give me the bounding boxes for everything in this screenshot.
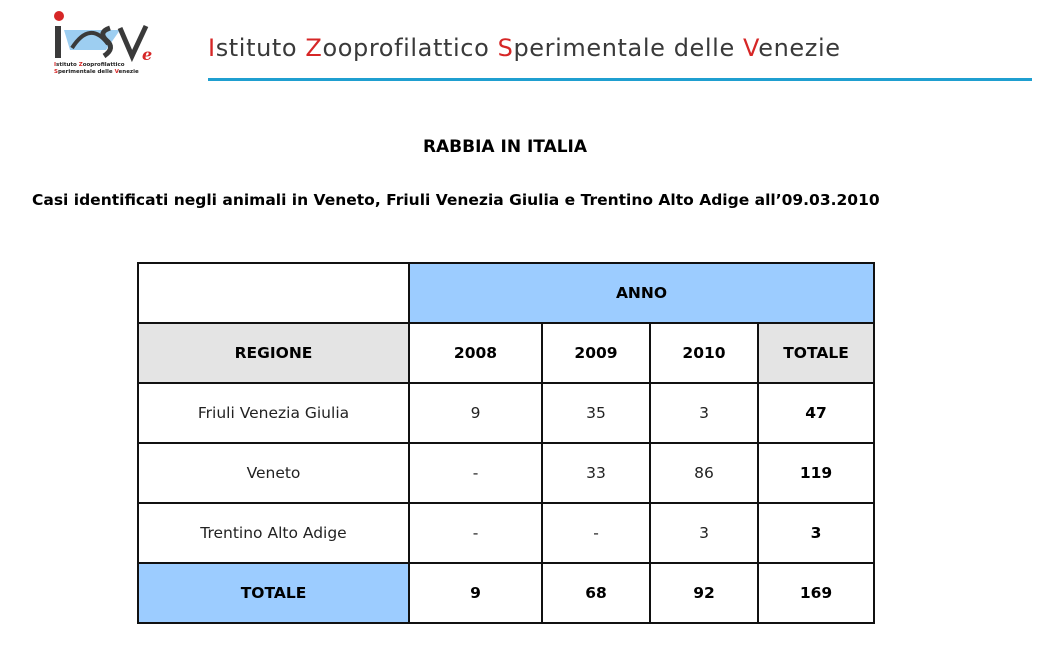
- cell-regione: Veneto: [137, 442, 410, 504]
- institute-name-segment: V: [743, 34, 759, 62]
- logo-subtitle-segment: S: [54, 69, 58, 75]
- izsve-logo: e: [54, 11, 152, 64]
- institute-name-segment: enezie: [758, 34, 841, 62]
- total-2009: 68: [541, 562, 651, 624]
- cell-totale: 3: [757, 502, 875, 564]
- column-header-regione: REGIONE: [137, 322, 410, 384]
- cell-totale: 47: [757, 382, 875, 444]
- column-header-2010: 2010: [649, 322, 759, 384]
- cell-2010: 3: [649, 382, 759, 444]
- cell-2009: 33: [541, 442, 651, 504]
- institute-name-segment: I: [208, 34, 216, 62]
- institute-name-segment: stituto: [215, 34, 306, 62]
- institute-name-segment: S: [497, 34, 514, 62]
- logo-subtitle-segment: stituto: [56, 62, 79, 68]
- total-totale: 169: [757, 562, 875, 624]
- svg-text:e: e: [142, 45, 152, 64]
- institute-name-segment: Z: [305, 34, 323, 62]
- logo-subtitle-segment: ooprofilattico: [82, 62, 125, 68]
- table-row: Veneto - 33 86 119: [137, 442, 875, 504]
- document-title: RABBIA IN ITALIA: [422, 137, 588, 157]
- table-totals-row: TOTALE 9 68 92 169: [137, 562, 875, 624]
- total-2008: 9: [408, 562, 543, 624]
- column-header-2009: 2009: [541, 322, 651, 384]
- cell-2010: 86: [649, 442, 759, 504]
- logo-subtitle-segment: enezie: [118, 69, 139, 75]
- logo-subtitle-segment: V: [114, 69, 119, 75]
- table-row: Trentino Alto Adige - - 3 3: [137, 502, 875, 564]
- header-divider: [208, 78, 1032, 81]
- cell-regione: Friuli Venezia Giulia: [137, 382, 410, 444]
- cell-totale: 119: [757, 442, 875, 504]
- logo-subtitle-segment: I: [54, 62, 57, 68]
- table-row: Friuli Venezia Giulia 9 35 3 47: [137, 382, 875, 444]
- logo-subtitle: Istituto Zooprofilattico Sperimentale de…: [54, 62, 164, 76]
- document-subtitle: Casi identificati negli animali in Venet…: [32, 191, 880, 209]
- column-header-totale: TOTALE: [757, 322, 875, 384]
- institute-name: Istituto Zooprofilattico Sperimentale de…: [208, 34, 841, 62]
- rabies-cases-table: ANNO REGIONE 2008 2009 2010 TOTALE Friul…: [137, 262, 875, 624]
- cell-2009: 35: [541, 382, 651, 444]
- empty-header-cell: [137, 262, 410, 324]
- logo-subtitle-segment: Z: [78, 62, 83, 68]
- table-header-row: REGIONE 2008 2009 2010 TOTALE: [137, 322, 875, 384]
- cell-regione: Trentino Alto Adige: [137, 502, 410, 564]
- logo-subtitle-line1: Istituto Zooprofilattico: [54, 62, 164, 69]
- institute-name-segment: perimentale delle: [513, 34, 744, 62]
- cell-2009: -: [541, 502, 651, 564]
- cell-2008: -: [408, 502, 543, 564]
- totals-label: TOTALE: [137, 562, 410, 624]
- column-header-2008: 2008: [408, 322, 543, 384]
- anno-group-header: ANNO: [408, 262, 875, 324]
- cell-2008: 9: [408, 382, 543, 444]
- total-2010: 92: [649, 562, 759, 624]
- logo-subtitle-line2: Sperimentale delle Venezie: [54, 69, 164, 76]
- institute-name-segment: ooprofilattico: [322, 34, 498, 62]
- cell-2008: -: [408, 442, 543, 504]
- cell-2010: 3: [649, 502, 759, 564]
- logo-subtitle-segment: perimentale delle: [57, 69, 115, 75]
- table-group-header-row: ANNO: [137, 262, 875, 324]
